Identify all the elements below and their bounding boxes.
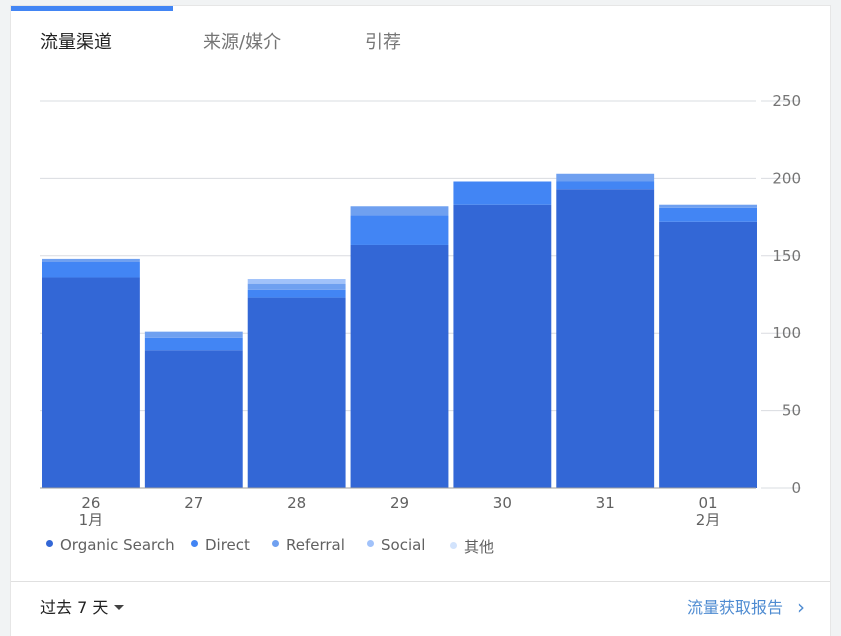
chevron-right-icon: › (797, 595, 805, 619)
bar-segment-organic-search (247, 297, 346, 488)
bar-segment-direct (659, 207, 757, 222)
legend-item[interactable]: Organic Search (46, 536, 175, 554)
bar-segment-referral (247, 283, 346, 290)
x-tick-sublabel: 1月 (79, 511, 104, 526)
legend-label: Social (381, 536, 426, 554)
legend-item[interactable]: Direct (191, 536, 250, 554)
legend-item[interactable]: Social (367, 536, 425, 554)
date-range-label: 过去 7 天 (40, 598, 109, 617)
bar-segment-organic-search (659, 221, 757, 488)
legend-dot-icon (272, 540, 279, 547)
acquisition-report-link[interactable]: 流量获取报告 › (686, 594, 805, 619)
traffic-card: 流量渠道 来源/媒介 引荐 0 50 100 150 200 250 26 1月 27 28 29 3… (11, 6, 830, 636)
legend-label: Direct (205, 536, 250, 554)
legend-dot-icon (367, 540, 374, 547)
legend-dot-icon (450, 542, 457, 549)
bar-segment-referral (350, 206, 449, 216)
y-tick-label: 50 (782, 402, 801, 420)
bar-segment-referral (144, 331, 243, 338)
tab-referral[interactable]: 引荐 (365, 32, 401, 53)
footer-divider (11, 581, 830, 582)
y-tick-label: 100 (772, 324, 801, 342)
y-tick-label: 250 (772, 92, 801, 110)
bar-segment-organic-search (350, 244, 449, 488)
bar-segment-organic-search (144, 350, 243, 488)
bar-segment-social (247, 279, 346, 284)
legend-label: Organic Search (60, 536, 175, 554)
bar-segment-direct (144, 337, 243, 351)
tab-traffic-channel[interactable]: 流量渠道 (40, 32, 112, 53)
x-tick-label: 01 (699, 494, 718, 512)
x-tick-label: 28 (287, 494, 306, 512)
legend-label: 其他 (464, 538, 495, 556)
bar-segment-direct (453, 181, 552, 205)
x-tick-label: 31 (596, 494, 615, 512)
legend-dot-icon (46, 540, 53, 547)
x-tick-sublabel: 2月 (696, 511, 721, 526)
date-range-dropdown[interactable]: 过去 7 天 (40, 594, 125, 618)
x-tick-label: 27 (184, 494, 203, 512)
bar-segment-direct (247, 289, 346, 298)
bar-segment-direct (556, 181, 655, 190)
x-tick-label: 30 (493, 494, 512, 512)
bar-segment-organic-search (556, 189, 655, 488)
x-tick-label: 26 (81, 494, 100, 512)
bar-segment-referral (556, 173, 655, 182)
bar-segment-organic-search (42, 277, 140, 488)
legend-dot-icon (191, 540, 198, 547)
bar-segment-organic-search (453, 204, 552, 488)
y-tick-label: 0 (791, 479, 801, 497)
bar-segment-referral (659, 204, 757, 208)
legend-label: Referral (286, 536, 345, 554)
x-tick-label: 29 (390, 494, 409, 512)
bar-segment-referral (42, 258, 140, 262)
tab-bar: 流量渠道 来源/媒介 引荐 (11, 28, 830, 58)
caret-down-icon (114, 605, 125, 610)
bar-segment-direct (42, 261, 140, 278)
y-tick-label: 150 (772, 247, 801, 265)
active-tab-indicator (11, 6, 173, 11)
tab-source-medium[interactable]: 来源/媒介 (203, 32, 282, 53)
legend-item[interactable]: 其他 (450, 536, 494, 557)
report-link-label: 流量获取报告 (686, 598, 783, 617)
y-tick-label: 200 (772, 169, 801, 187)
bar-segment-direct (350, 215, 449, 245)
legend-item[interactable]: Referral (272, 536, 345, 554)
